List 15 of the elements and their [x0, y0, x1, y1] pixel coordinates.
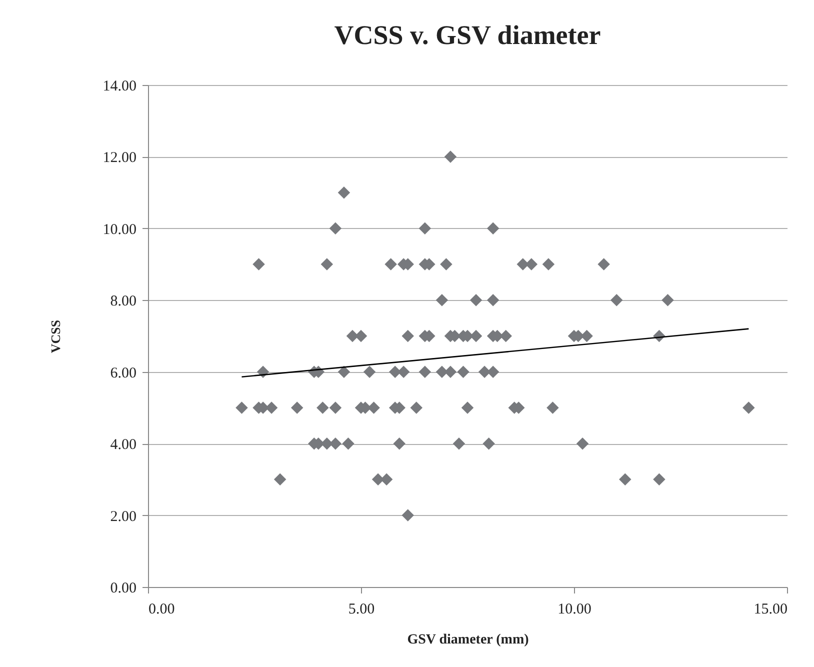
y-tick-label: 14.00	[102, 78, 136, 94]
x-tick-label: 15.00	[754, 602, 788, 618]
y-tick-label: 4.00	[110, 437, 136, 454]
y-tick-label: 6.00	[110, 365, 136, 382]
x-tick-label: 0.00	[148, 602, 175, 618]
y-tick-label: 0.00	[110, 580, 136, 596]
chart-title: VCSS v. GSV diameter	[334, 20, 601, 50]
x-tick-label: 10.00	[558, 602, 592, 618]
y-axis-title: VCSS	[48, 320, 63, 354]
y-tick-label: 2.00	[110, 508, 136, 525]
y-tick-label: 10.00	[102, 222, 136, 238]
y-tick-label: 12.00	[102, 150, 136, 166]
x-tick-label: 5.00	[348, 602, 375, 618]
x-axis-title: GSV diameter (mm)	[407, 632, 530, 648]
y-tick-label: 8.00	[110, 294, 136, 310]
